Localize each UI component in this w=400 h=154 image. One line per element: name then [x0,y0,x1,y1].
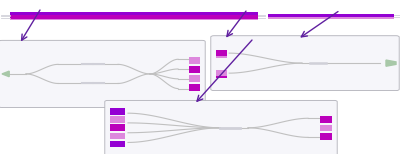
Bar [216,50,227,57]
Bar [110,116,125,123]
Polygon shape [386,60,396,66]
Bar [189,75,200,82]
Bar [320,116,332,123]
Bar [189,57,200,64]
Bar [189,84,200,91]
FancyBboxPatch shape [211,36,399,91]
Bar [189,66,200,73]
Bar [110,108,125,115]
Bar [216,70,227,77]
FancyBboxPatch shape [0,40,205,107]
Bar [10,12,258,15]
Bar [268,14,394,17]
Polygon shape [2,71,9,77]
Bar [216,56,227,58]
Bar [268,17,394,19]
Bar [110,124,125,131]
Bar [320,133,332,140]
Bar [10,15,258,19]
Bar [216,76,227,78]
Bar [110,141,125,148]
Bar [10,19,258,20]
Bar [110,133,125,139]
FancyBboxPatch shape [105,100,337,154]
Bar [320,124,332,131]
